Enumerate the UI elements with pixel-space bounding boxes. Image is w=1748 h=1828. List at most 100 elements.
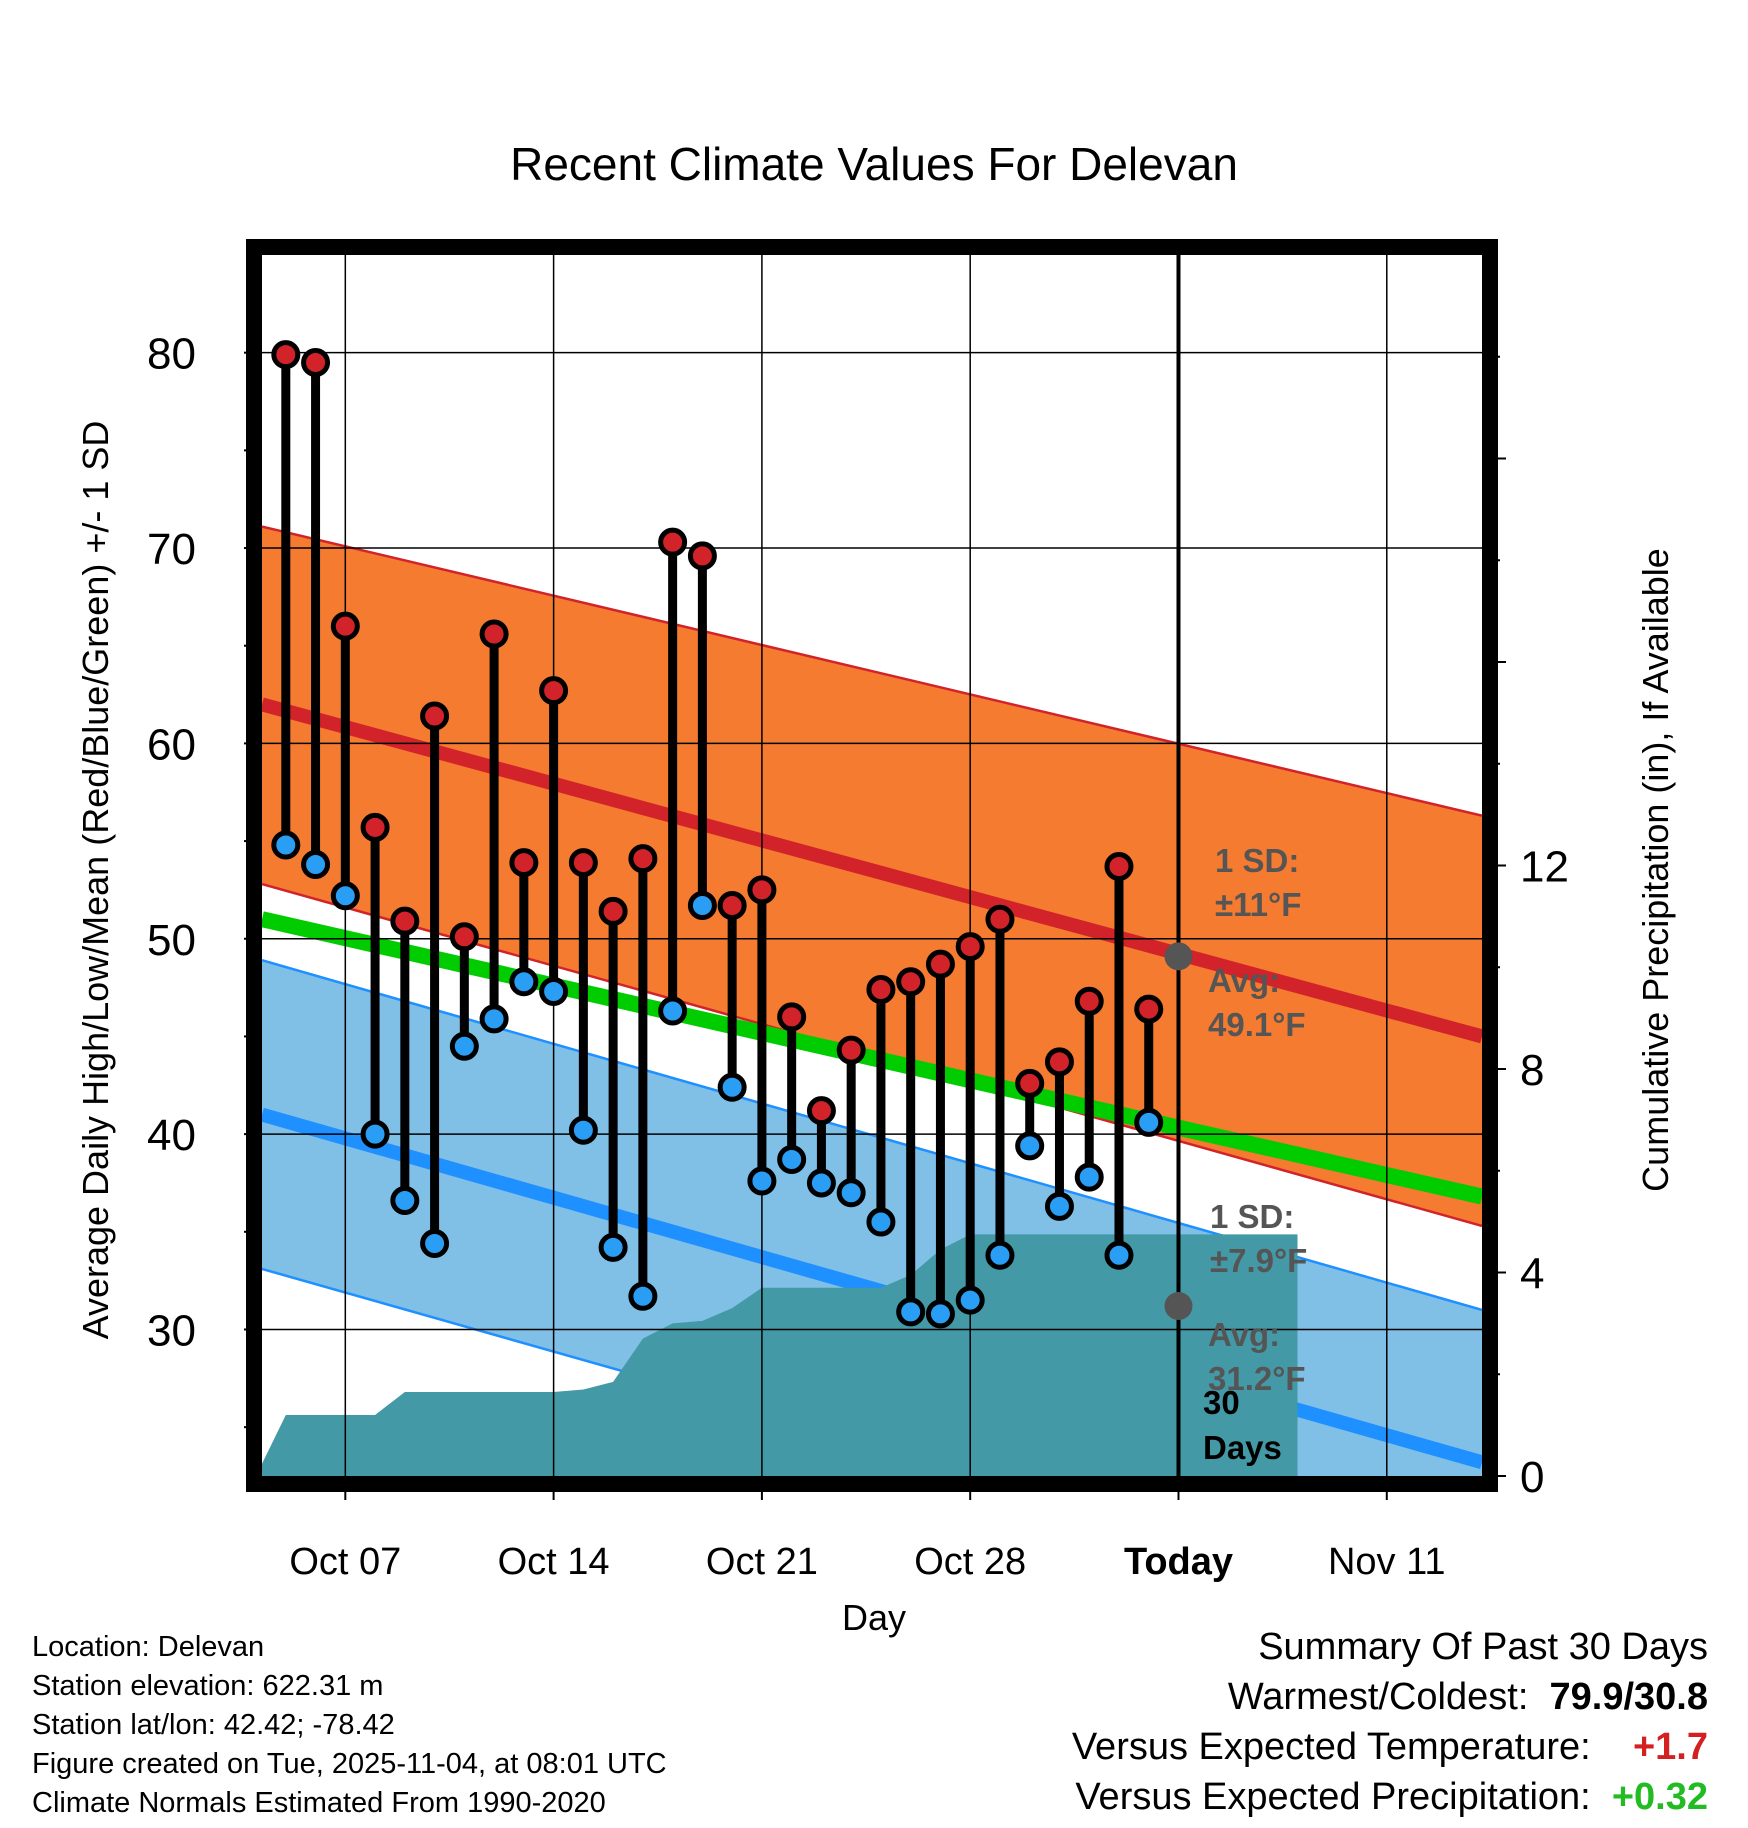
high-point-18: [806, 1096, 836, 1126]
high-point-24: [985, 904, 1015, 934]
x-tick-label-oct-28: Oct 28: [914, 1541, 1026, 1583]
high-point-25: [1015, 1068, 1045, 1098]
precip-label: Versus Expected Precipitation:: [1075, 1776, 1591, 1818]
low-avg-marker: [1164, 1292, 1193, 1321]
low-point-16: [747, 1166, 777, 1196]
elevation-text: Station elevation: 622.31 m: [32, 1670, 384, 1702]
summary-precip: Versus Expected Precipitation: +0.32: [1072, 1772, 1708, 1822]
high-point-12: [628, 844, 658, 874]
low-point-1: [301, 850, 331, 880]
low-sd-value: ±7.9°F: [1210, 1242, 1307, 1279]
high-point-6: [449, 922, 479, 952]
high-point-26: [1044, 1047, 1074, 1077]
low-point-15: [717, 1072, 747, 1102]
low-point-0: [271, 830, 301, 860]
low-point-19: [836, 1178, 866, 1208]
low-point-22: [925, 1299, 955, 1329]
high-point-14: [687, 541, 717, 571]
summary-title: Summary Of Past 30 Days: [1258, 1626, 1708, 1668]
today-marker: [1164, 255, 1193, 1476]
low-point-8: [509, 967, 539, 997]
warm-cold-label: Warmest/Coldest:: [1227, 1676, 1529, 1718]
summary-temp: Versus Expected Temperature: +1.7: [1072, 1722, 1708, 1772]
low-point-25: [1015, 1131, 1045, 1161]
low-point-17: [777, 1145, 807, 1175]
location-text: Location: Delevan: [32, 1631, 265, 1663]
precip-value: +0.32: [1611, 1776, 1708, 1818]
high-point-19: [836, 1035, 866, 1065]
low-point-7: [479, 1004, 509, 1034]
low-point-28: [1104, 1240, 1134, 1270]
high-point-20: [866, 975, 896, 1005]
daily-range-bars: [271, 340, 1164, 1329]
low-point-21: [896, 1297, 926, 1327]
low-point-4: [390, 1186, 420, 1216]
y2-tick-label-12: 12: [1520, 843, 1569, 892]
high-sd-value: ±11°F: [1215, 886, 1301, 923]
low-point-9: [539, 977, 569, 1007]
high-point-15: [717, 891, 747, 921]
high-point-17: [777, 1002, 807, 1032]
temp-label: Versus Expected Temperature:: [1071, 1726, 1591, 1768]
high-point-27: [1074, 986, 1104, 1016]
summary-warm-cold: Warmest/Coldest: 79.9/30.8: [1072, 1672, 1708, 1722]
high-point-21: [896, 967, 926, 997]
x-tick-label-nov-11: Nov 11: [1328, 1541, 1446, 1583]
high-point-10: [568, 848, 598, 878]
high-point-5: [420, 701, 450, 731]
low-avg-label: Avg:: [1208, 1316, 1280, 1353]
low-point-23: [955, 1285, 985, 1315]
high-point-0: [271, 340, 301, 370]
y-tick-label-50: 50: [147, 916, 196, 965]
low-sd-label: 1 SD:: [1210, 1198, 1294, 1235]
high-point-22: [925, 949, 955, 979]
warm-cold-value: 79.9/30.8: [1549, 1676, 1708, 1718]
high-avg-label: Avg:: [1208, 962, 1280, 999]
summary-panel: Summary Of Past 30 Days Warmest/Coldest:…: [1072, 1622, 1708, 1822]
precipitation-area: [262, 1234, 1298, 1476]
high-normal-line: [262, 697, 1482, 1044]
x-tick-label-oct-14: Oct 14: [498, 1541, 610, 1583]
station-info: Location: Delevan Station elevation: 622…: [32, 1628, 667, 1823]
high-point-9: [539, 676, 569, 706]
low-point-12: [628, 1281, 658, 1311]
high-point-28: [1104, 851, 1134, 881]
latlon-text: Station lat/lon: 42.42; -78.42: [32, 1709, 395, 1741]
high-point-3: [360, 812, 390, 842]
high-point-11: [598, 896, 628, 926]
high-point-8: [509, 848, 539, 878]
high-point-1: [301, 347, 331, 377]
chart-title: Recent Climate Values For Delevan: [510, 138, 1238, 190]
high-point-2: [330, 611, 360, 641]
low-point-13: [658, 996, 688, 1026]
high-point-7: [479, 619, 509, 649]
x-axis-label: Day: [842, 1597, 906, 1638]
low-point-3: [360, 1119, 390, 1149]
low-point-2: [330, 881, 360, 911]
low-point-18: [806, 1168, 836, 1198]
low-point-27: [1074, 1162, 1104, 1192]
y-axis-label: Average Daily High/Low/Mean (Red/Blue/Gr…: [75, 421, 116, 1340]
high-sd-label: 1 SD:: [1215, 842, 1299, 879]
y2-axis-label: Cumulative Precipitation (in), If Availa…: [1635, 548, 1676, 1192]
normals-text: Climate Normals Estimated From 1990-2020: [32, 1787, 606, 1819]
precip-area-fill: [262, 1234, 1298, 1476]
high-point-4: [390, 906, 420, 936]
high-point-29: [1134, 994, 1164, 1024]
low-point-14: [687, 891, 717, 921]
y-tick-label-60: 60: [147, 720, 196, 769]
y2-tick-label-4: 4: [1520, 1250, 1544, 1299]
low-avg-value: 31.2°F: [1208, 1360, 1306, 1397]
normal-annotations: 1 SD: ±11°F Avg: 49.1°F 1 SD: ±7.9°F Avg…: [1203, 842, 1307, 1466]
y2-tick-label-8: 8: [1520, 1046, 1544, 1095]
y2-tick-label-0: 0: [1520, 1453, 1544, 1502]
low-point-20: [866, 1207, 896, 1237]
x-tick-label-oct-21: Oct 21: [706, 1541, 818, 1583]
axis-ticks: 30 40 50 60 70 80 0 4 8 12 Oct 07 Oct 14 Oct 21 Oct 2…: [147, 330, 1569, 1583]
low-point-5: [420, 1229, 450, 1259]
y-tick-label-30: 30: [147, 1306, 196, 1355]
x-tick-label-today: Today: [1124, 1541, 1233, 1583]
y-tick-label-80: 80: [147, 330, 196, 379]
temp-value: +1.7: [1632, 1726, 1708, 1768]
